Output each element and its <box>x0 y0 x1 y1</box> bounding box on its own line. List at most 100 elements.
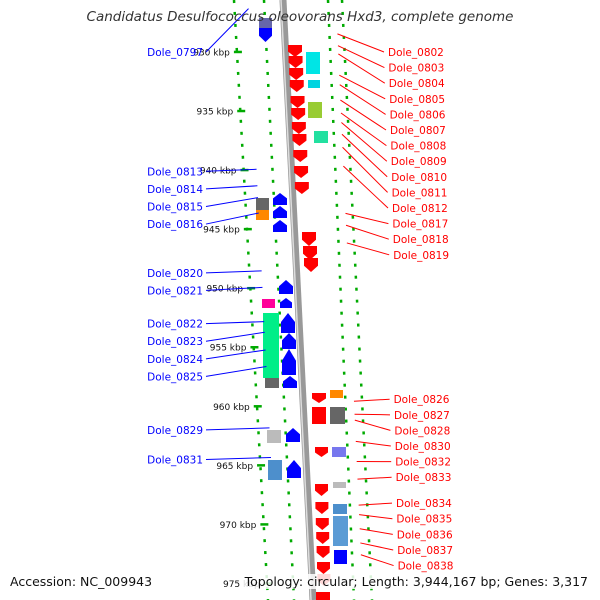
gene-arrow-right-21 <box>316 546 330 558</box>
feature-layer <box>256 18 348 600</box>
gene-label-dole_0815: Dole_0815 <box>147 201 203 213</box>
gene-label-dole_0812: Dole_0812 <box>392 203 448 215</box>
leader-line-dole_0802 <box>337 33 385 53</box>
leader-line-dole_0816 <box>205 212 259 225</box>
gene-label-dole_0824: Dole_0824 <box>147 354 203 366</box>
leader-line-dole_0819 <box>346 242 390 256</box>
gene-box-grey-3 <box>330 407 345 424</box>
leader-line-dole_0825 <box>205 366 267 377</box>
gene-arrow-right-12 <box>302 232 316 246</box>
gene-box-green <box>263 313 279 378</box>
gene-arrow-right-9 <box>293 150 308 162</box>
gene-arrow-right-18 <box>315 502 329 514</box>
gene-label-dole_0838: Dole_0838 <box>398 561 454 573</box>
gene-label-dole_0797: Dole_0797 <box>147 47 203 59</box>
gene-label-dole_0810: Dole_0810 <box>391 172 447 184</box>
gene-box-teal <box>314 131 328 143</box>
gene-arrow-right-2 <box>288 56 303 68</box>
gene-label-dole_0813: Dole_0813 <box>147 166 203 178</box>
gene-label-dole_0830: Dole_0830 <box>395 441 451 453</box>
leader-line-dole_0828 <box>354 419 391 431</box>
gene-label-dole_0820: Dole_0820 <box>147 268 203 280</box>
leader-line-dole_0812 <box>343 165 389 209</box>
gene-label-dole_0823: Dole_0823 <box>147 336 203 348</box>
leader-line-dole_0838 <box>360 554 394 567</box>
leader-line-dole_0834 <box>358 502 393 506</box>
tick-label-3: 940 kbp <box>200 167 237 177</box>
gene-label-dole_0802: Dole_0802 <box>388 47 444 59</box>
leader-line-dole_0817 <box>345 212 389 225</box>
leader-line-dole_0810 <box>341 133 388 178</box>
gene-label-dole_0826: Dole_0826 <box>394 394 450 406</box>
leader-line-dole_0808 <box>340 112 387 147</box>
leader-line-dole_0830 <box>355 440 391 447</box>
gene-box-grey-2 <box>265 378 279 388</box>
gene-box-red-2 <box>316 592 330 600</box>
gene-arrow-left-11 <box>287 460 301 478</box>
tick-label-7: 960 kbp <box>213 403 250 413</box>
leader-line-dole_0797 <box>205 8 249 53</box>
gene-arrow-right-16 <box>315 447 328 457</box>
gene-arrow-right-8 <box>292 134 307 146</box>
gene-arrow-left-9 <box>283 376 297 388</box>
leader-line-dole_0807 <box>340 99 387 131</box>
gene-label-dole_0819: Dole_0819 <box>393 250 449 262</box>
tick-label-1: 930 kbp <box>193 48 230 58</box>
gene-arrow-left-10 <box>286 428 300 442</box>
gene-label-dole_0806: Dole_0806 <box>390 109 446 121</box>
accession-text: Accession: NC_009943 <box>8 574 155 589</box>
gene-label-dole_0833: Dole_0833 <box>396 472 452 484</box>
tick-label-10: 975 kbp <box>223 580 260 590</box>
gene-label-dole_0809: Dole_0809 <box>391 156 447 168</box>
gene-label-dole_0836: Dole_0836 <box>397 529 453 541</box>
gene-label-dole_0821: Dole_0821 <box>147 285 203 297</box>
gene-arrow-right-11 <box>294 182 309 194</box>
leader-line-dole_0831 <box>205 456 271 460</box>
tick-label-2: 935 kbp <box>197 108 234 118</box>
gene-label-dole_0807: Dole_0807 <box>390 125 446 137</box>
gene-label-dole_0825: Dole_0825 <box>147 371 203 383</box>
leader-line-dole_0818 <box>345 224 389 240</box>
gene-box-orange-1 <box>256 210 269 220</box>
gene-box-orange-2 <box>330 390 343 398</box>
tick-label-4: 945 kbp <box>203 226 240 236</box>
gene-label-dole_0827: Dole_0827 <box>394 410 450 422</box>
leader-line-dole_0835 <box>359 514 393 520</box>
leader-line-dole_0822 <box>205 321 265 325</box>
gene-arrow-right-15 <box>312 393 326 403</box>
gene-box-olive <box>308 102 322 118</box>
leader-line-dole_0805 <box>339 74 386 100</box>
leader-line-dole_0815 <box>205 197 259 207</box>
leader-line-dole_0803 <box>337 45 385 69</box>
gene-box-cyan-2 <box>308 80 320 88</box>
leader-line-dole_0809 <box>341 122 388 162</box>
gene-label-dole_0828: Dole_0828 <box>394 425 450 437</box>
leader-line-dole_0836 <box>359 528 393 535</box>
gene-box-steel-2 <box>333 504 347 514</box>
gene-arrow-right-6 <box>291 108 306 120</box>
gene-label-dole_0829: Dole_0829 <box>147 425 203 437</box>
gene-box-blue <box>334 550 347 564</box>
gene-arrow-left-5 <box>280 298 292 308</box>
leader-line-dole_0824 <box>205 349 266 360</box>
gene-arrow-right-17 <box>315 484 328 496</box>
gene-arrow-left-3 <box>273 220 287 232</box>
gene-arrow-right-3 <box>289 68 304 80</box>
leader-line-dole_0820 <box>205 270 262 274</box>
gene-arrow-left-1 <box>273 193 287 205</box>
leader-line-dole_0811 <box>342 146 388 193</box>
gene-arrow-right-20 <box>316 532 330 544</box>
label-layer: Dole_0797 Dole_0813 Dole_0814 Dole_0815 Dole… <box>147 8 454 573</box>
gene-label-dole_0817: Dole_0817 <box>392 219 448 231</box>
gene-box-grey-1 <box>256 198 269 210</box>
gene-arrow-left-8 <box>282 349 296 375</box>
ruler-track-3 <box>326 0 356 600</box>
leader-line-dole_0823 <box>205 331 265 342</box>
gene-label-dole_0818: Dole_0818 <box>393 234 449 246</box>
gene-box-magenta <box>262 299 275 308</box>
gene-label-dole_0832: Dole_0832 <box>395 457 451 469</box>
gene-arrow-right-14 <box>304 258 318 272</box>
backbone-line <box>279 0 317 600</box>
ruler-track-4 <box>340 0 374 600</box>
